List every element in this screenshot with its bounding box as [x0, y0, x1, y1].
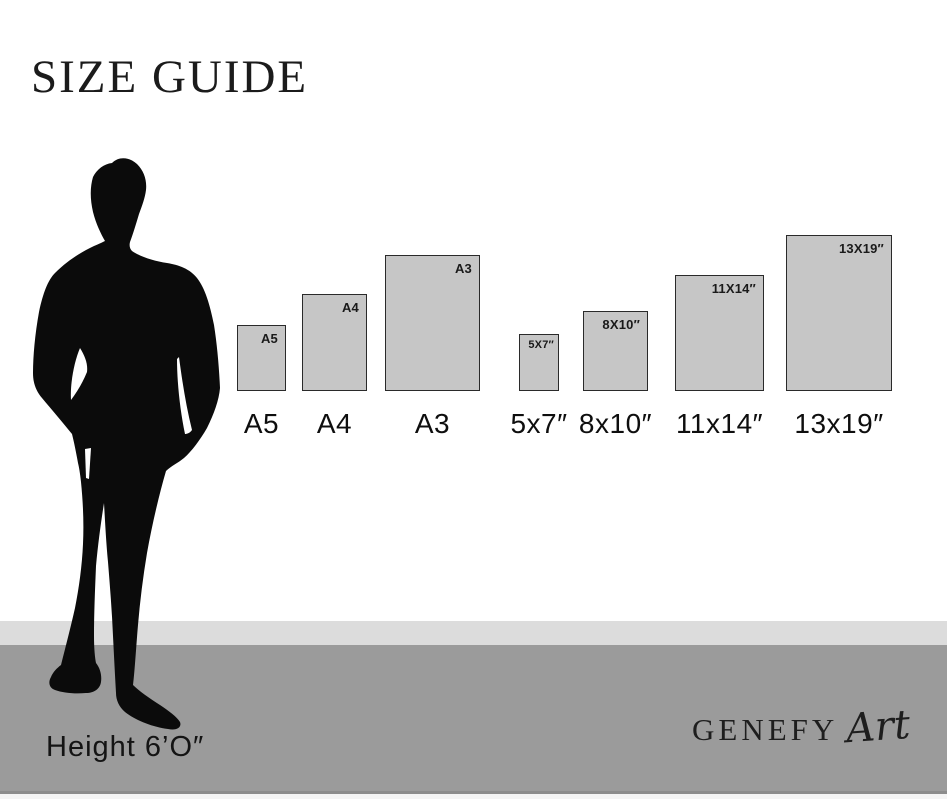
size-box-tag: A5: [260, 331, 278, 346]
floor-bottom-strip: [0, 794, 947, 799]
floor-edge-line: [0, 791, 947, 794]
size-item-11x14: 11X14″ 11x14″: [675, 275, 764, 439]
size-item-8x10: 8X10″ 8x10″: [579, 311, 652, 439]
size-box-tag: A3: [454, 261, 472, 276]
size-box: 8X10″: [583, 311, 648, 391]
size-label: 11x14″: [675, 408, 764, 439]
size-label: A3: [414, 408, 451, 439]
size-box-tag: 13X19″: [838, 241, 884, 256]
size-item-13x19: 13X19″ 13x19″: [786, 235, 892, 439]
brand-logo: GENEFY Art: [692, 701, 912, 753]
brand-script-art: Art: [844, 701, 912, 753]
size-box-tag: A4: [341, 300, 359, 315]
size-label: 5x7″: [510, 408, 568, 439]
page-title: SIZE GUIDE: [31, 51, 309, 103]
size-item-a3: A3 A3: [385, 255, 480, 439]
size-box: A4: [302, 294, 367, 391]
size-item-a5: A5 A5: [237, 325, 286, 439]
brand-name: GENEFY: [692, 712, 839, 747]
height-label: Height 6’O″: [46, 731, 205, 763]
floor-light-band: [0, 621, 947, 645]
size-label: A5: [243, 408, 280, 439]
size-box: 5X7″: [519, 334, 559, 391]
size-item-a4: A4 A4: [302, 294, 367, 439]
size-label: 13x19″: [794, 408, 884, 439]
size-label: A4: [316, 408, 353, 439]
size-box: A5: [237, 325, 286, 391]
size-box-tag: 11X14″: [711, 281, 756, 296]
size-item-5x7: 5X7″ 5x7″: [510, 334, 567, 439]
size-box-tag: 8X10″: [602, 317, 640, 332]
size-box: 13X19″: [786, 235, 892, 391]
size-box: A3: [385, 255, 480, 391]
size-box: 11X14″: [675, 275, 764, 391]
size-box-tag: 5X7″: [528, 339, 554, 351]
size-label: 8x10″: [578, 408, 653, 439]
